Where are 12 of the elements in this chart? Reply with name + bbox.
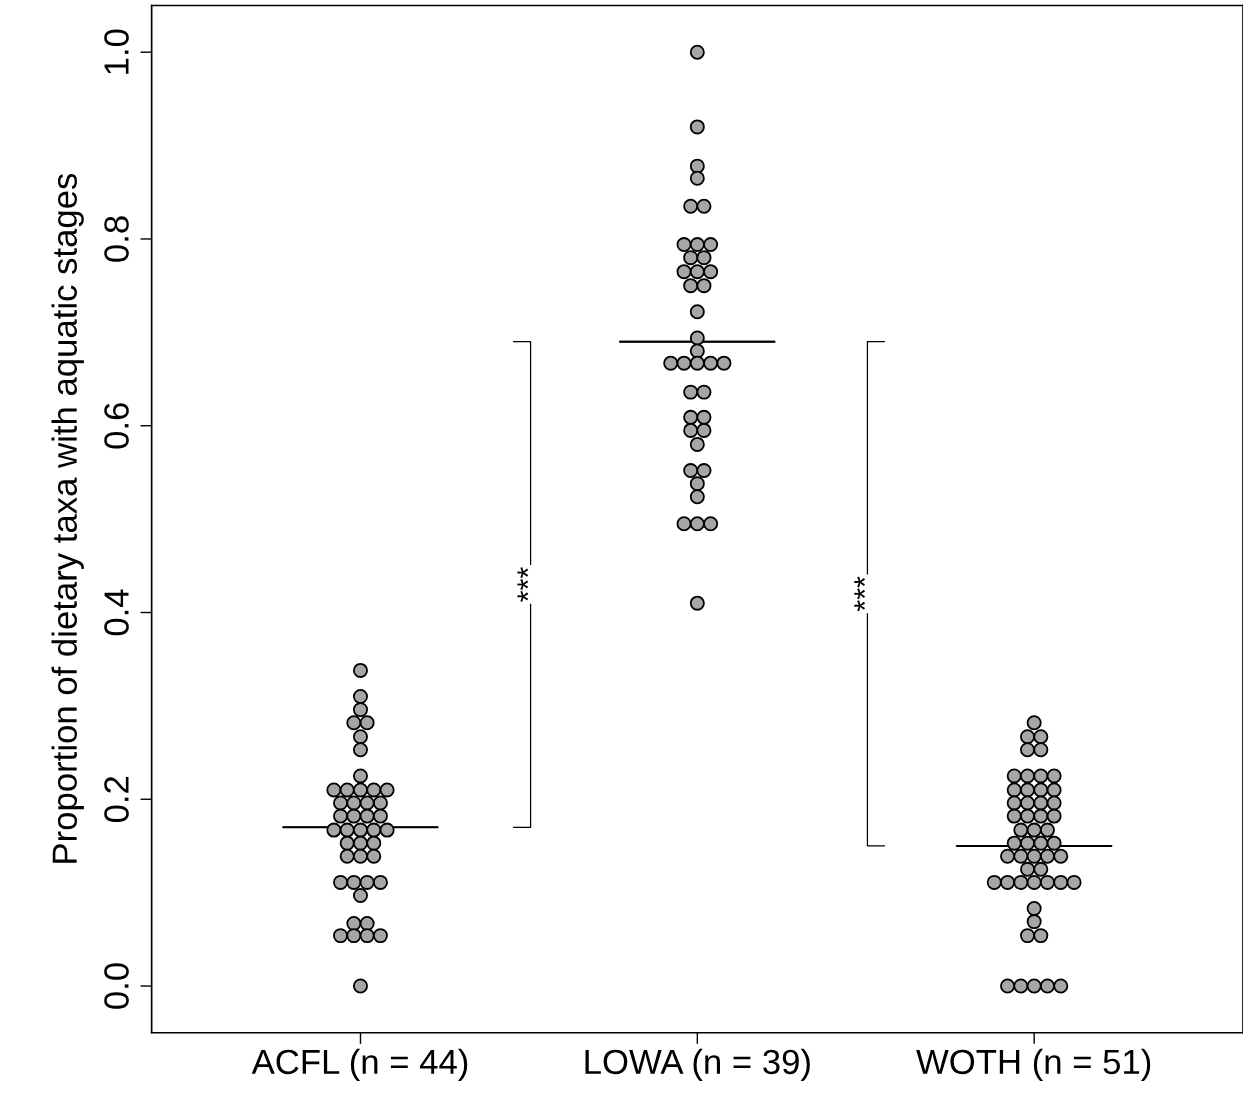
- x-tick-label: ACFL (n = 44): [251, 1048, 468, 1082]
- x-tick-label: WOTH (n = 51): [916, 1048, 1151, 1082]
- annotation: ***: [517, 567, 529, 602]
- annotation: ***: [854, 576, 866, 612]
- y-tick-label: 0.0: [104, 963, 129, 1009]
- y-tick-label: 0.4: [104, 589, 129, 636]
- x-tick-label: LOWA (n = 39): [585, 1048, 810, 1082]
- y-tick-label: 0.8: [104, 216, 129, 262]
- y-tick-label: 0.2: [104, 776, 129, 823]
- y-tick-label: 1.0: [104, 29, 129, 74]
- y-axis-title: Proportion of dietary taxa with aquatic stages: [51, 173, 84, 863]
- y-tick-label: 0.6: [104, 403, 129, 449]
